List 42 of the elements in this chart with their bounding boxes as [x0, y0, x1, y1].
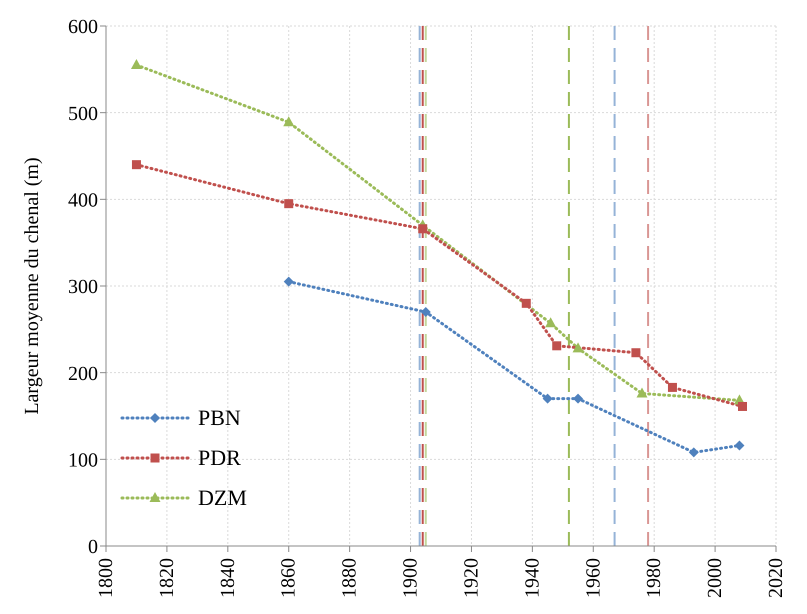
x-tick-label: 1820	[156, 558, 178, 598]
x-tick-label: 1880	[338, 558, 361, 598]
x-tick-label: 1940	[521, 558, 544, 598]
x-tick-label: 1960	[582, 558, 604, 598]
x-tick-label: 1920	[460, 558, 482, 598]
y-tick-label: 500	[68, 102, 98, 125]
point	[631, 348, 640, 358]
x-tick-label: 1900	[400, 558, 422, 598]
legend-label: DZM	[198, 485, 247, 511]
legend-label: PBN	[198, 405, 241, 431]
point	[545, 317, 556, 328]
x-tick-label: 1980	[643, 558, 666, 598]
point	[542, 394, 553, 404]
point	[522, 298, 531, 308]
x-tick-label: 1860	[278, 558, 300, 598]
y-tick-label: 400	[68, 189, 98, 212]
point	[283, 116, 294, 126]
point	[572, 342, 584, 352]
y-tick-label: 100	[68, 449, 98, 472]
y-axis-title: Largeur moyenne du chenal (m)	[21, 157, 44, 415]
point	[636, 387, 648, 398]
y-tick-label: 300	[68, 276, 98, 298]
y-tick-label: 0	[88, 536, 98, 558]
point	[738, 402, 747, 411]
point	[130, 59, 142, 69]
point	[284, 199, 294, 208]
point	[668, 382, 677, 392]
y-tick-label: 600	[68, 16, 98, 38]
x-tick-label: 1800	[95, 558, 117, 598]
y-tick-label: 200	[68, 362, 98, 385]
x-tick-label: 1840	[216, 558, 239, 598]
point	[734, 440, 744, 450]
point	[420, 307, 431, 317]
x-tick-label: 2020	[765, 558, 787, 598]
point	[573, 394, 584, 404]
point	[418, 224, 428, 234]
point	[688, 447, 699, 458]
x-tick-label: 2000	[704, 558, 726, 598]
point	[552, 341, 562, 350]
legend-label: PDR	[198, 445, 241, 471]
point	[132, 160, 141, 170]
point	[284, 276, 294, 287]
